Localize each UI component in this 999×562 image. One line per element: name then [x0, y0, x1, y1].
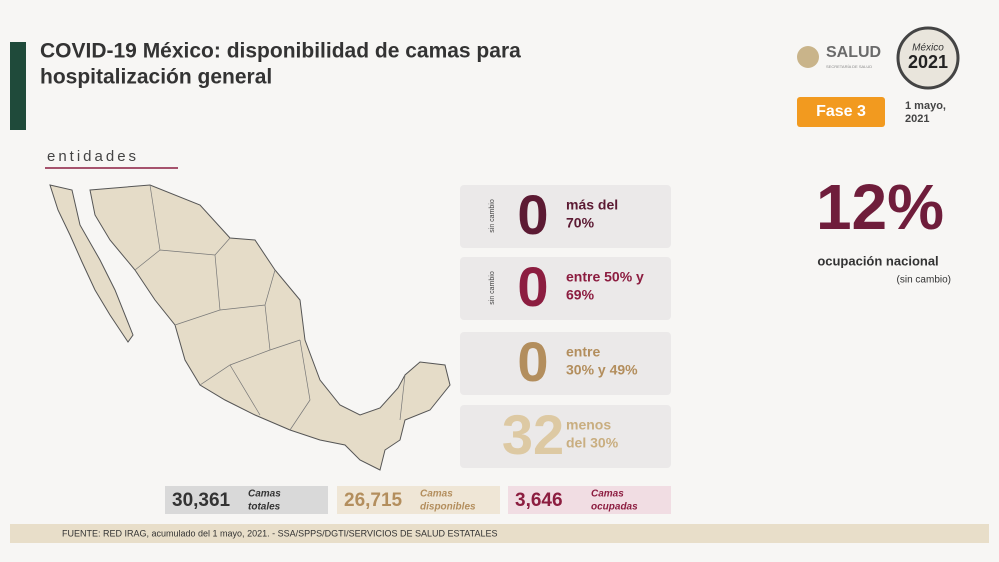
total-label: disponibles — [420, 502, 476, 513]
total-value: 30,361 — [172, 490, 231, 511]
total-value: 26,715 — [344, 490, 403, 511]
card-count: 0 — [517, 330, 548, 393]
title: hospitalización general — [40, 66, 272, 89]
card-count: 32 — [502, 403, 564, 466]
card-label: 30% y 49% — [566, 362, 638, 378]
card — [460, 405, 671, 468]
national-note: (sin cambio) — [897, 275, 951, 286]
total-label: Camas — [420, 489, 453, 500]
salud-sub: SECRETARÍA DE SALUD — [826, 64, 872, 69]
year-logo-text: 2021 — [908, 52, 948, 72]
map-baja — [49, 184, 134, 343]
card-note: sin cambio — [489, 199, 496, 233]
totals: 30,361 Camas totales 26,715 Camas disponibles… — [165, 486, 671, 514]
cards: sin cambio 0 más del 70% sin cambio 0 entre 50… — [460, 183, 671, 468]
card-label: entre 50% y — [566, 269, 644, 285]
card — [460, 185, 671, 248]
year-logo-text: México — [912, 43, 944, 54]
footer-bar — [10, 524, 989, 543]
total-box — [337, 486, 500, 514]
card-label: menos — [566, 417, 611, 433]
card-label: más del — [566, 197, 618, 213]
salud-logo: SALUD — [826, 44, 881, 61]
total-label: Camas — [248, 489, 281, 500]
date: 1 mayo, — [905, 100, 946, 112]
salud-emblem — [797, 46, 819, 68]
national-label: ocupación nacional — [817, 253, 938, 268]
total-box — [508, 486, 671, 514]
phase: Fase 3 — [816, 103, 866, 120]
card-note: sin cambio — [489, 271, 496, 305]
card — [460, 332, 671, 395]
date: 2021 — [905, 113, 929, 125]
state-lines — [134, 184, 406, 431]
card-count: 0 — [517, 183, 548, 246]
national-value: 12% — [816, 171, 944, 243]
total-box — [165, 486, 328, 514]
title: COVID-19 México: disponibilidad de camas… — [40, 40, 521, 63]
card-label: del 30% — [566, 435, 619, 451]
map-mainland — [89, 184, 451, 471]
card-label: 70% — [566, 215, 595, 231]
card-label: 69% — [566, 287, 595, 303]
mexico-map — [49, 184, 451, 471]
total-label: totales — [248, 502, 281, 513]
card-count: 0 — [517, 255, 548, 318]
total-label: Camas — [591, 489, 624, 500]
card-label: entre — [566, 344, 600, 360]
map-borders — [134, 184, 406, 431]
source: FUENTE: RED IRAG, acumulado del 1 mayo, … — [62, 528, 497, 538]
accent-bar — [10, 42, 26, 130]
year-logo — [896, 26, 960, 90]
map-label: entidades — [47, 148, 139, 165]
total-label: ocupadas — [591, 502, 638, 513]
card — [460, 257, 671, 320]
phase-box — [797, 97, 885, 127]
total-value: 3,646 — [515, 490, 563, 511]
